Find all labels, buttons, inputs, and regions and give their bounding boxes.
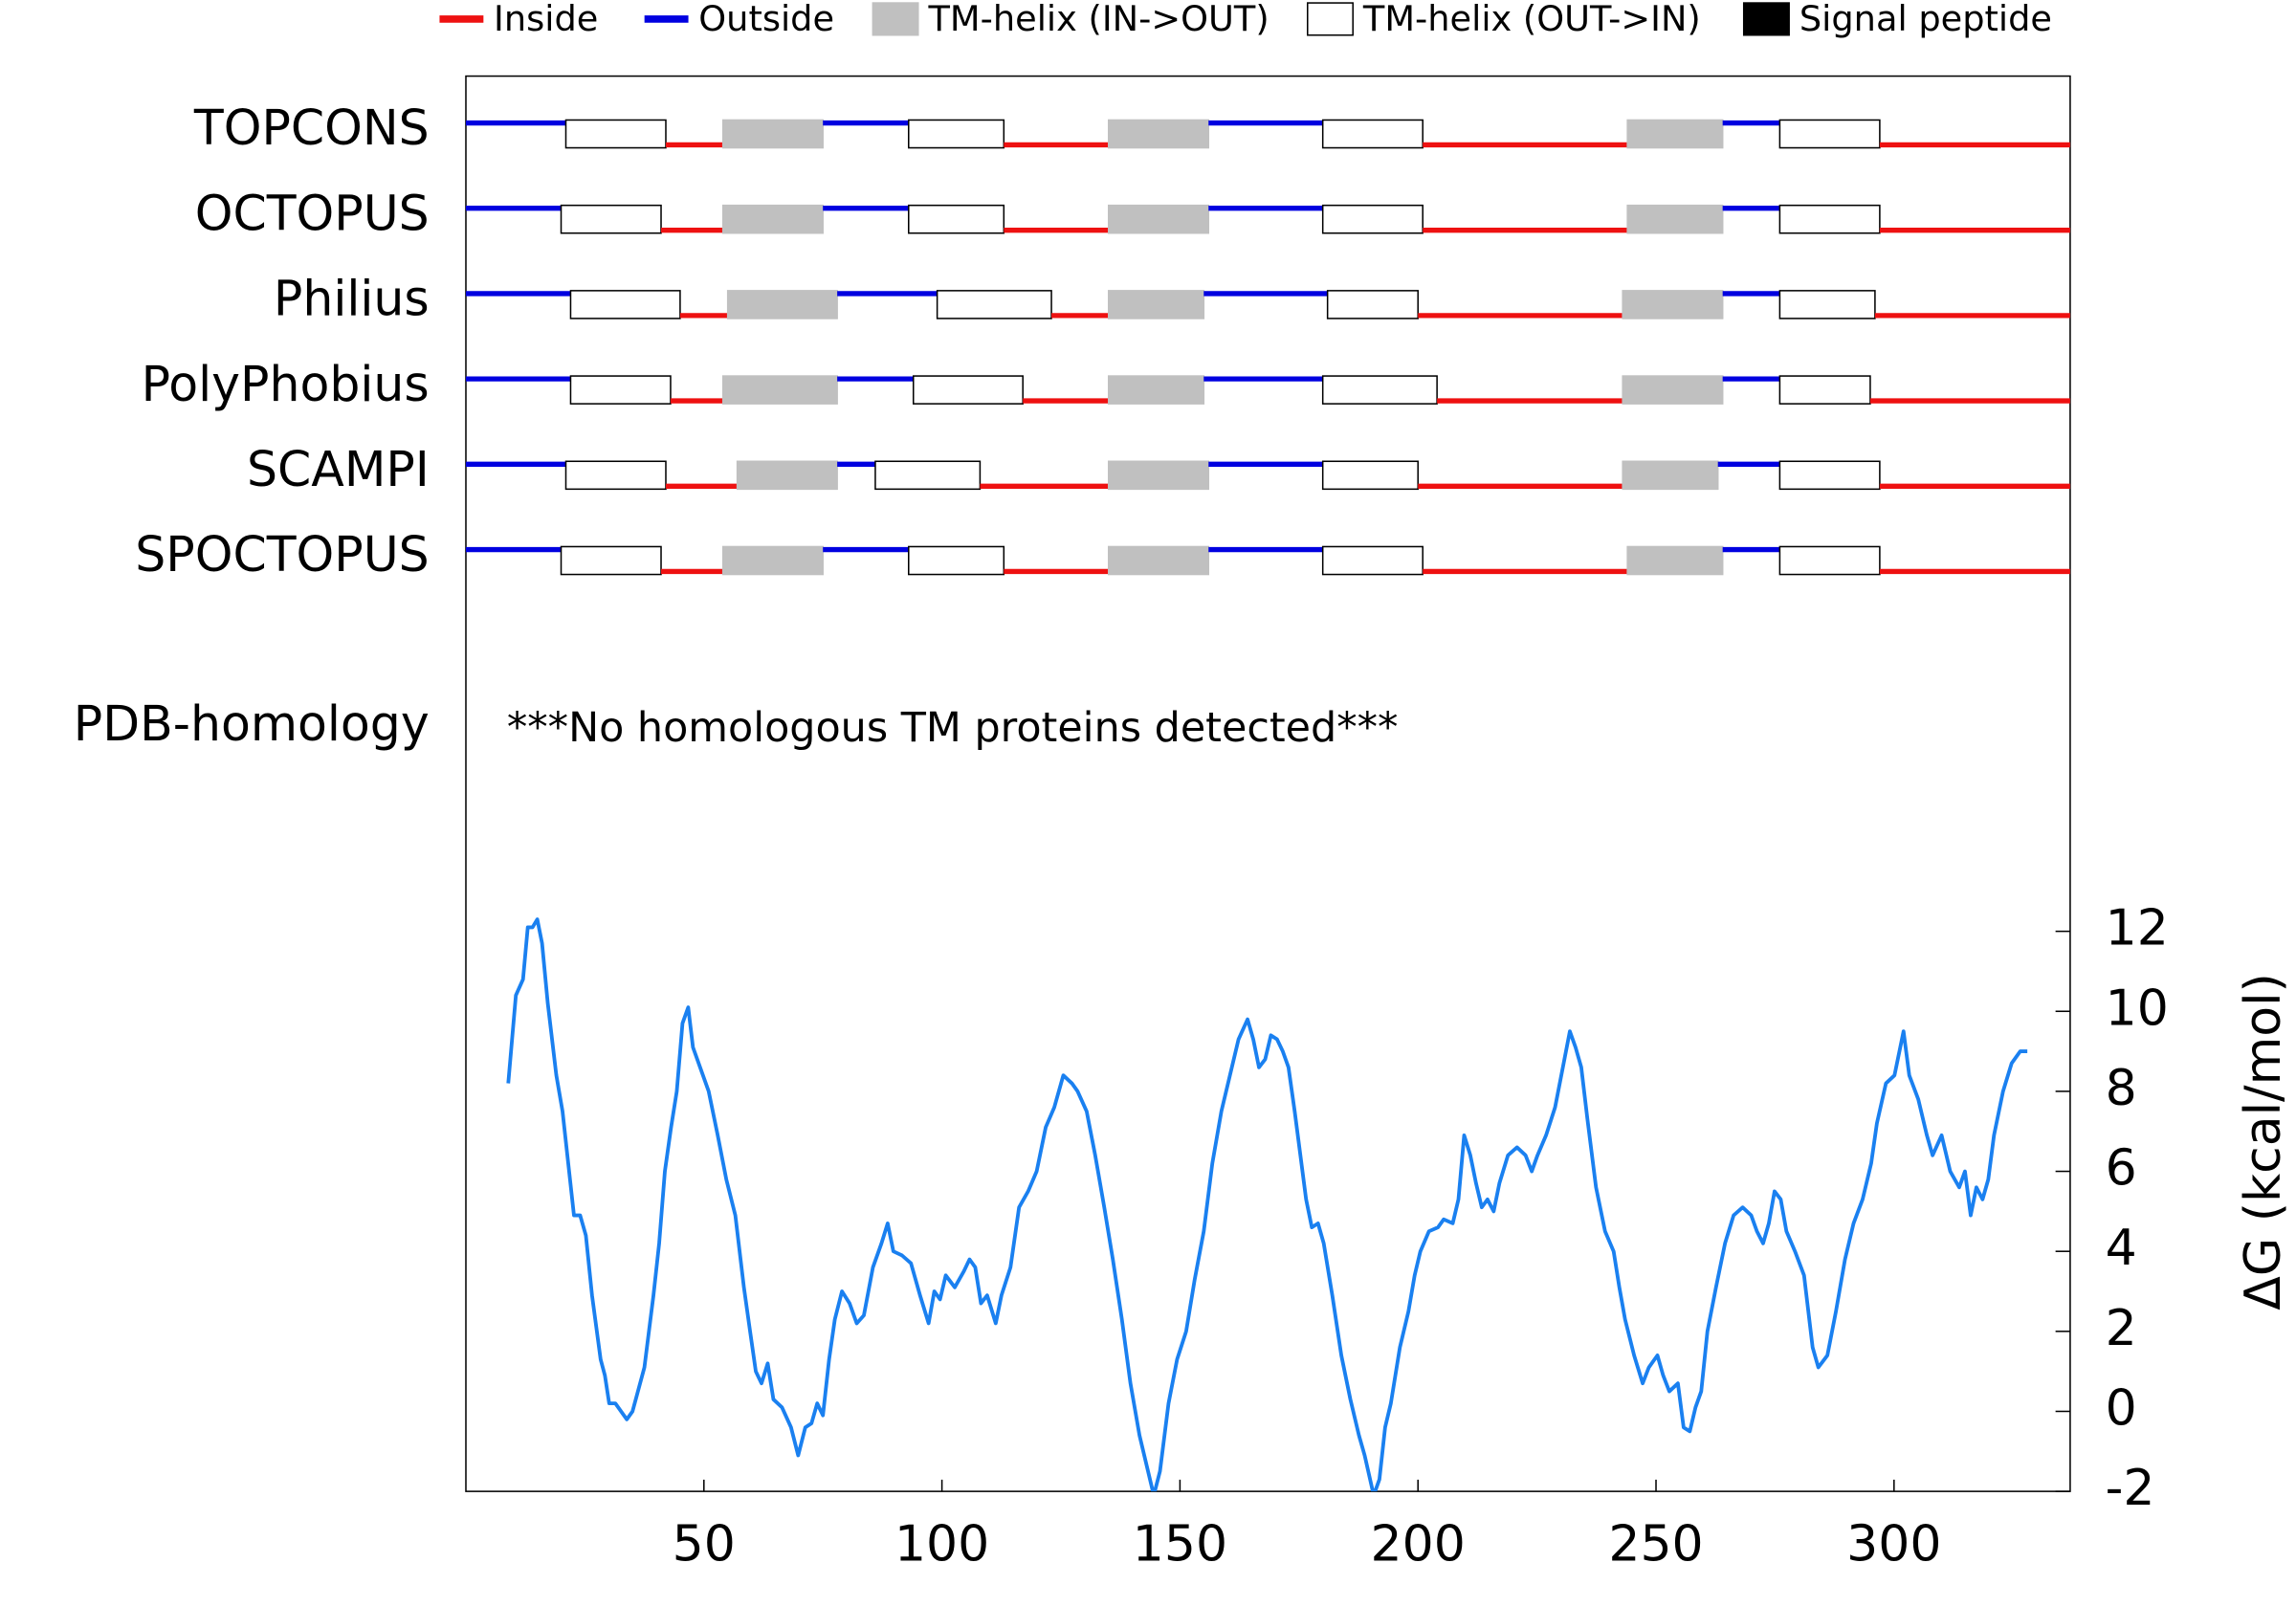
tm-helix	[908, 119, 1005, 149]
tm-helix	[564, 460, 667, 491]
x-tick-label: 100	[894, 1515, 989, 1573]
tm-helix	[1321, 460, 1419, 491]
tm-helix	[721, 119, 824, 149]
tm-helix	[569, 290, 681, 319]
track-label: OCTOPUS	[195, 185, 430, 241]
legend-label: TM-helix (OUT->IN)	[1362, 0, 1701, 39]
tm-helix	[908, 204, 1005, 234]
tm-helix	[1778, 119, 1881, 149]
legend-label: Outside	[698, 0, 834, 39]
y-tick-label: 6	[2106, 1140, 2137, 1198]
tm-helix	[1108, 290, 1205, 319]
homology-note: ***No homologous TM proteins detected***	[507, 704, 1399, 752]
track-label: SCAMPI	[247, 441, 430, 497]
track-label: PolyPhobius	[142, 356, 430, 412]
y-tick-label: 8	[2106, 1060, 2137, 1117]
tm-helix	[1626, 119, 1724, 149]
tm-helix	[1326, 290, 1419, 319]
x-tick-label: 200	[1371, 1515, 1466, 1573]
track-label: TOPCONS	[193, 99, 430, 156]
tm-helix	[1108, 375, 1205, 405]
legend-swatch	[1742, 2, 1790, 36]
tm-helix	[560, 204, 662, 234]
y-tick-label: 2	[2106, 1300, 2137, 1357]
x-tick-label: 50	[673, 1515, 736, 1573]
x-tick-label: 300	[1846, 1515, 1941, 1573]
legend-label: Inside	[494, 0, 598, 39]
tm-helix	[1321, 119, 1424, 149]
tm-helix	[1778, 545, 1881, 576]
legend-swatch	[872, 2, 919, 36]
tm-helix	[912, 375, 1024, 405]
tm-helix	[1321, 375, 1438, 405]
x-tick-label: 150	[1133, 1515, 1227, 1573]
y-tick-label: 0	[2106, 1379, 2137, 1437]
y-tick-label: 10	[2106, 980, 2169, 1037]
tm-helix	[1778, 460, 1881, 491]
tm-helix	[1108, 545, 1210, 576]
tm-helix	[1321, 204, 1424, 234]
tm-helix	[1778, 204, 1881, 234]
plot-frame	[465, 75, 2071, 1492]
tm-helix	[564, 119, 667, 149]
tm-helix	[1622, 460, 1719, 491]
tm-helix	[874, 460, 982, 491]
tm-helix	[721, 204, 824, 234]
tm-helix	[1321, 545, 1424, 576]
tm-helix	[908, 545, 1005, 576]
y-tick-label: 4	[2106, 1220, 2137, 1277]
tm-helix	[1778, 290, 1876, 319]
tm-helix	[560, 545, 662, 576]
track-label: SPOCTOPUS	[135, 526, 430, 583]
tm-helix	[1626, 204, 1724, 234]
tm-helix	[1108, 204, 1210, 234]
y-tick-label: 12	[2106, 900, 2169, 958]
x-tick-label: 250	[1608, 1515, 1703, 1573]
y-tick-label: -2	[2106, 1460, 2155, 1517]
tm-helix	[1622, 290, 1724, 319]
legend-label: TM-helix (IN->OUT)	[927, 0, 1269, 39]
tm-helix	[721, 545, 824, 576]
tm-helix	[1626, 545, 1724, 576]
track-label: Philius	[274, 271, 430, 327]
legend-swatch	[1307, 2, 1354, 36]
tm-helix	[936, 290, 1052, 319]
tm-helix	[736, 460, 838, 491]
tm-helix	[569, 375, 672, 405]
legend-label: Signal peptide	[1799, 0, 2052, 39]
homology-label: PDB-homology	[74, 695, 430, 752]
tm-helix	[726, 290, 838, 319]
tm-helix	[1108, 119, 1210, 149]
tm-helix	[1108, 460, 1210, 491]
dg-line	[506, 917, 2028, 1492]
y-axis-label: ΔG (kcal/mol)	[2235, 973, 2292, 1310]
tm-helix	[721, 375, 838, 405]
tm-helix	[1622, 375, 1724, 405]
tm-helix	[1778, 375, 1871, 405]
